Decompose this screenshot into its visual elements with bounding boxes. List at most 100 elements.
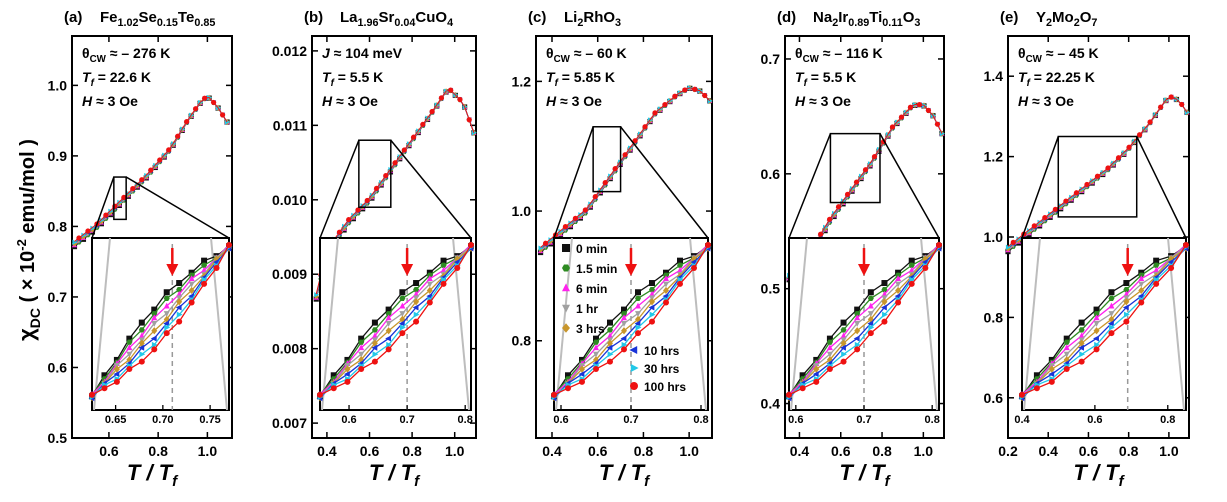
- inset-data-point: [840, 327, 847, 333]
- data-point: [568, 220, 574, 226]
- inset-data-point: [138, 327, 145, 333]
- inset-data-point: [358, 344, 365, 351]
- inset-data-point: [201, 280, 208, 287]
- data-point: [157, 157, 163, 163]
- inset-x-tick-label: 0.65: [105, 414, 126, 426]
- inset-x-tick-label: 0.70: [152, 414, 173, 426]
- inset-x-tick-label: 0.6: [1087, 414, 1102, 426]
- data-point: [1048, 211, 1054, 217]
- zoom-box: [592, 126, 622, 193]
- zoom-connector: [553, 126, 594, 239]
- y-tick-label: 0.6: [48, 359, 68, 375]
- inset-series-line: [553, 244, 709, 395]
- inset-data-point: [840, 344, 846, 351]
- data-point: [202, 95, 208, 101]
- inset-data-point: [579, 365, 585, 373]
- y-tick-label: 0.007: [272, 415, 307, 431]
- annotation: Tf = 5.5 K: [322, 69, 383, 89]
- inset-data-point: [385, 335, 392, 342]
- inset-x-tick-label: 0.8: [693, 414, 708, 426]
- inset-data-point: [371, 332, 378, 339]
- inset-data-point: [151, 320, 158, 327]
- inset-data-point: [371, 319, 378, 326]
- inset-data-point: [399, 302, 406, 309]
- inset-data-point: [895, 275, 902, 282]
- inset-data-point: [1168, 265, 1175, 272]
- data-point: [835, 204, 842, 210]
- chart-title: Na2Ir0.89Ti0.11O3: [813, 9, 920, 29]
- inset-data-point: [840, 358, 847, 365]
- inset-data-point: [1123, 298, 1130, 306]
- inset-data-point: [854, 346, 861, 353]
- data-point: [184, 119, 190, 125]
- series-line: [540, 87, 711, 248]
- inset-data-point: [853, 335, 860, 342]
- inset-data-point: [1123, 280, 1130, 287]
- legend-label: 0 min: [576, 242, 607, 256]
- data-point: [1069, 194, 1075, 200]
- x-axis-label: T / Tf: [1073, 460, 1125, 490]
- data-point: [1105, 165, 1111, 171]
- data-point: [692, 86, 698, 92]
- inset-data-point: [1019, 391, 1025, 398]
- inset-data-point: [138, 319, 145, 326]
- inset-data-point: [138, 358, 145, 365]
- inset-data-point: [1153, 280, 1160, 287]
- inset-data-point: [649, 290, 655, 297]
- inset-data-point: [908, 262, 915, 268]
- inset-data-point: [813, 378, 820, 385]
- inset-data-point: [881, 287, 888, 293]
- inset-data-point: [867, 330, 874, 337]
- inset-data-point: [385, 311, 392, 317]
- inset-data-point: [413, 280, 420, 287]
- inset-guide: [790, 237, 808, 411]
- annotation: θCW ≈ – 45 K: [1018, 45, 1099, 65]
- inset-data-point: [317, 391, 323, 398]
- inset-x-tick-label: 0.8: [925, 414, 940, 426]
- inset-data-point: [151, 327, 158, 335]
- inset-data-point: [126, 366, 133, 373]
- inset-data-point: [908, 257, 915, 264]
- legend-label: 3 hrs: [576, 322, 605, 336]
- plot-frame: [784, 35, 945, 439]
- inset-data-point: [226, 242, 232, 249]
- zoom-connector: [788, 133, 832, 239]
- inset-guide: [93, 237, 111, 411]
- inset-guide: [1023, 237, 1041, 411]
- inset-data-point: [426, 286, 433, 295]
- inset-data-point: [1093, 335, 1099, 342]
- inset-x-tick-label: 0.7: [856, 414, 871, 426]
- inset-data-point: [151, 311, 158, 317]
- plot-frame: [535, 35, 713, 439]
- inset-data-point: [607, 351, 614, 358]
- inset-data-point: [176, 311, 183, 318]
- data-point: [907, 104, 914, 110]
- data-point: [826, 216, 833, 222]
- zoom-connector: [879, 133, 940, 239]
- tf-arrow-head: [1121, 264, 1134, 276]
- data-point: [193, 106, 199, 112]
- inset-data-point: [677, 257, 683, 264]
- inset-data-point: [607, 327, 613, 333]
- inset-data-point: [1063, 335, 1070, 342]
- panels: (a) Fe1.02Se0.15Te0.85 0.5 0.6 0.7 0.8 0.9 1.0 0…: [48, 9, 1190, 490]
- inset-data-point: [163, 311, 170, 317]
- inset-data-point: [344, 378, 351, 385]
- data-point: [1115, 155, 1122, 161]
- y-tick-label: 0.6: [761, 166, 781, 182]
- data-point: [108, 208, 114, 214]
- inset-data-point: [1183, 242, 1189, 249]
- data-point: [1158, 104, 1164, 110]
- inset-data-point: [812, 371, 819, 378]
- zoom-connector: [1021, 136, 1059, 239]
- data-point: [383, 172, 389, 179]
- y-tick-label: 1.2: [512, 73, 532, 89]
- inset-data-point: [799, 372, 806, 379]
- inset-series-line: [319, 244, 472, 395]
- inset-data-point: [163, 289, 170, 296]
- data-point: [1005, 244, 1011, 250]
- inset-data-point: [413, 311, 420, 318]
- inset-data-point: [399, 289, 406, 296]
- data-point: [121, 194, 127, 201]
- inset-data-point: [1108, 302, 1115, 309]
